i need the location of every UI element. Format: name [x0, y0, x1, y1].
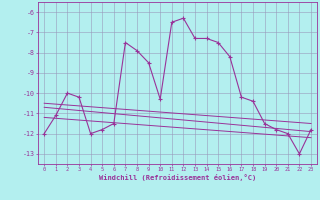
X-axis label: Windchill (Refroidissement éolien,°C): Windchill (Refroidissement éolien,°C): [99, 174, 256, 181]
